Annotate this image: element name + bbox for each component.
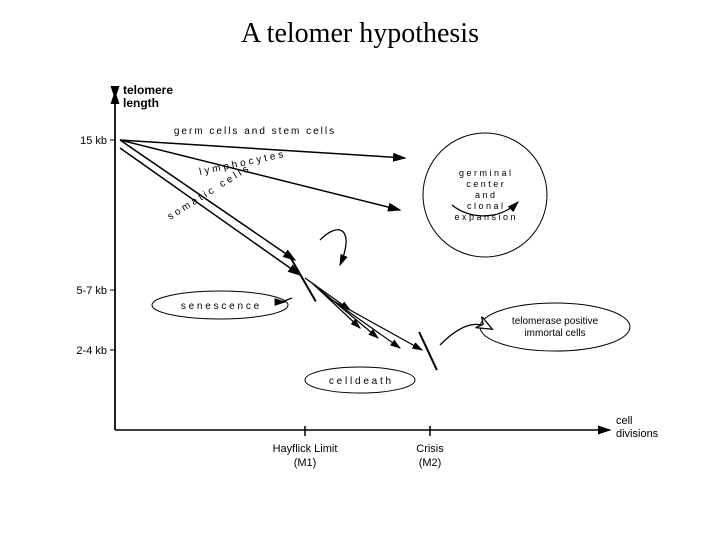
x-marker-label: (M2) <box>419 457 442 469</box>
y-axis-label: telomere <box>123 83 173 97</box>
cell-death-label: c e l l d e a t h <box>329 376 391 387</box>
germ-stem-label: germ cells and stem cells <box>174 126 336 137</box>
germinal-label: c e n t e r <box>466 179 504 189</box>
germinal-label: c l o n a l <box>467 201 503 211</box>
barrier-bar <box>288 254 316 302</box>
senescence-label: s e n e s c e n c e <box>181 301 260 312</box>
y-tick-label: 5-7 kb <box>76 285 107 297</box>
x-marker-label: Crisis <box>416 443 444 455</box>
x-marker-label: Hayflick Limit <box>273 443 338 455</box>
telomere-diagram: telomerelength 15 kb 5-7 kb 2-4 kb celldivis… <box>60 80 660 500</box>
germinal-label: e x p a n s i o n <box>454 212 515 222</box>
x-axis-label: divisions <box>616 428 659 440</box>
y-axis-label: length <box>123 96 159 110</box>
trajectory-line <box>332 300 422 350</box>
y-tick-label: 2-4 kb <box>76 345 107 357</box>
y-tick-label: 15 kb <box>80 135 107 147</box>
immortal-node <box>480 303 630 351</box>
x-marker-label: (M1) <box>294 457 317 469</box>
germinal-label: g e r m i n a l <box>459 168 511 178</box>
trajectory-line <box>318 288 378 338</box>
page-title: A telomer hypothesis <box>0 18 720 50</box>
x-axis-label: cell <box>616 415 633 427</box>
barrier-bar <box>419 332 437 370</box>
germinal-label: a n d <box>475 190 495 200</box>
immortal-label: telomerase positive <box>512 316 599 327</box>
curved-arrow <box>320 230 346 265</box>
immortal-label: immortal cells <box>524 328 585 339</box>
trajectory-line <box>120 140 400 210</box>
